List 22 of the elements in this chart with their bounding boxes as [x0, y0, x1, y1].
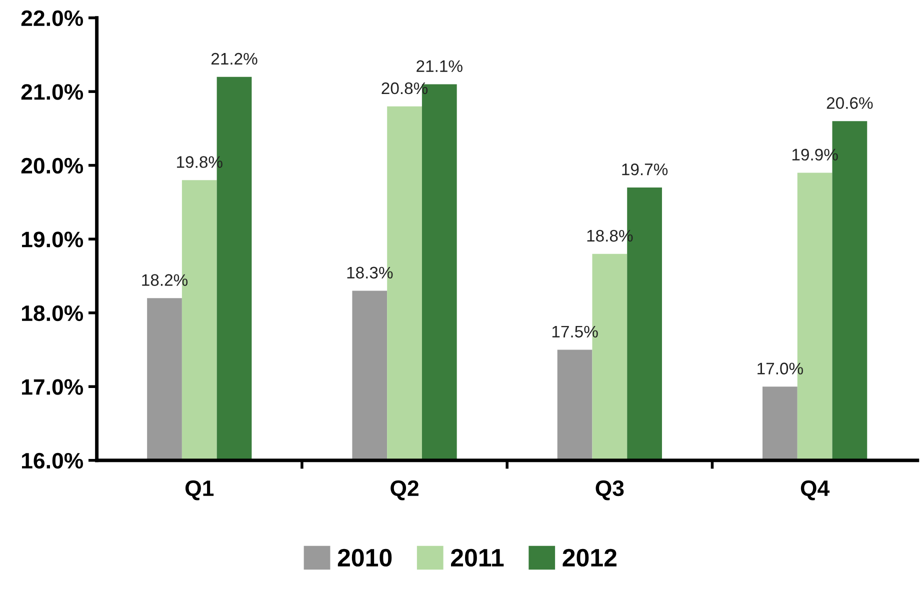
y-tick-label: 16.0% [22, 452, 84, 469]
legend-label: 2012 [562, 548, 616, 567]
y-tick-label: 18.0% [22, 305, 84, 322]
data-label: 17.0% [758, 362, 803, 374]
data-label: 21.1% [416, 60, 462, 72]
x-tick-label: Q3 [596, 480, 624, 500]
y-tick-label: 19.0% [22, 232, 84, 248]
data-label: 18.2% [142, 274, 188, 286]
legend-label: 2011 [451, 548, 504, 567]
data-label: 21.2% [211, 52, 258, 65]
y-tick-label: 22.0% [21, 10, 84, 26]
y-tick-label: 17.0% [22, 379, 84, 395]
x-tick-label: Q4 [800, 480, 830, 500]
legend-label: 2010 [338, 548, 392, 567]
data-label: 17.5% [552, 326, 598, 338]
data-label: 18.3% [347, 266, 393, 279]
y-tick-label: 21.0% [21, 84, 84, 100]
data-label: 20.6% [826, 97, 873, 109]
x-tick-label: Q2 [390, 480, 418, 500]
x-tick-label: Q1 [185, 480, 214, 500]
data-label: 19.7% [622, 164, 668, 176]
y-tick-label: 20.0% [21, 158, 84, 174]
